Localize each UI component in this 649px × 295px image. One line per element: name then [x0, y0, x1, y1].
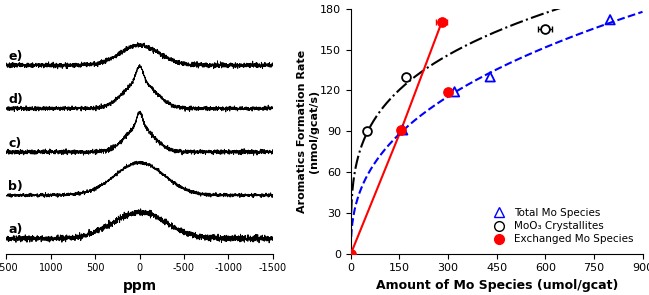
Point — [436, 20, 447, 25]
Legend: Total Mo Species, MoO₃ Crystallites, Exchanged Mo Species: Total Mo Species, MoO₃ Crystallites, Exc… — [484, 204, 637, 248]
Point — [398, 127, 408, 132]
Point — [396, 127, 406, 132]
Point — [485, 75, 495, 79]
Point — [449, 89, 459, 94]
X-axis label: Amount of Mo Species (umol/gcat): Amount of Mo Species (umol/gcat) — [376, 279, 618, 292]
Text: e): e) — [8, 50, 23, 63]
Text: d): d) — [8, 93, 23, 106]
Point — [401, 75, 411, 79]
Y-axis label: Aromatics Formation Rate
(nmol/gcat/s): Aromatics Formation Rate (nmol/gcat/s) — [297, 50, 319, 213]
Point — [362, 129, 373, 134]
Text: b): b) — [8, 180, 23, 193]
Text: c): c) — [8, 137, 21, 150]
Point — [346, 251, 356, 256]
Point — [443, 89, 453, 94]
Point — [605, 17, 615, 22]
X-axis label: ppm: ppm — [123, 279, 156, 293]
Text: a): a) — [8, 223, 23, 236]
Point — [540, 27, 550, 32]
